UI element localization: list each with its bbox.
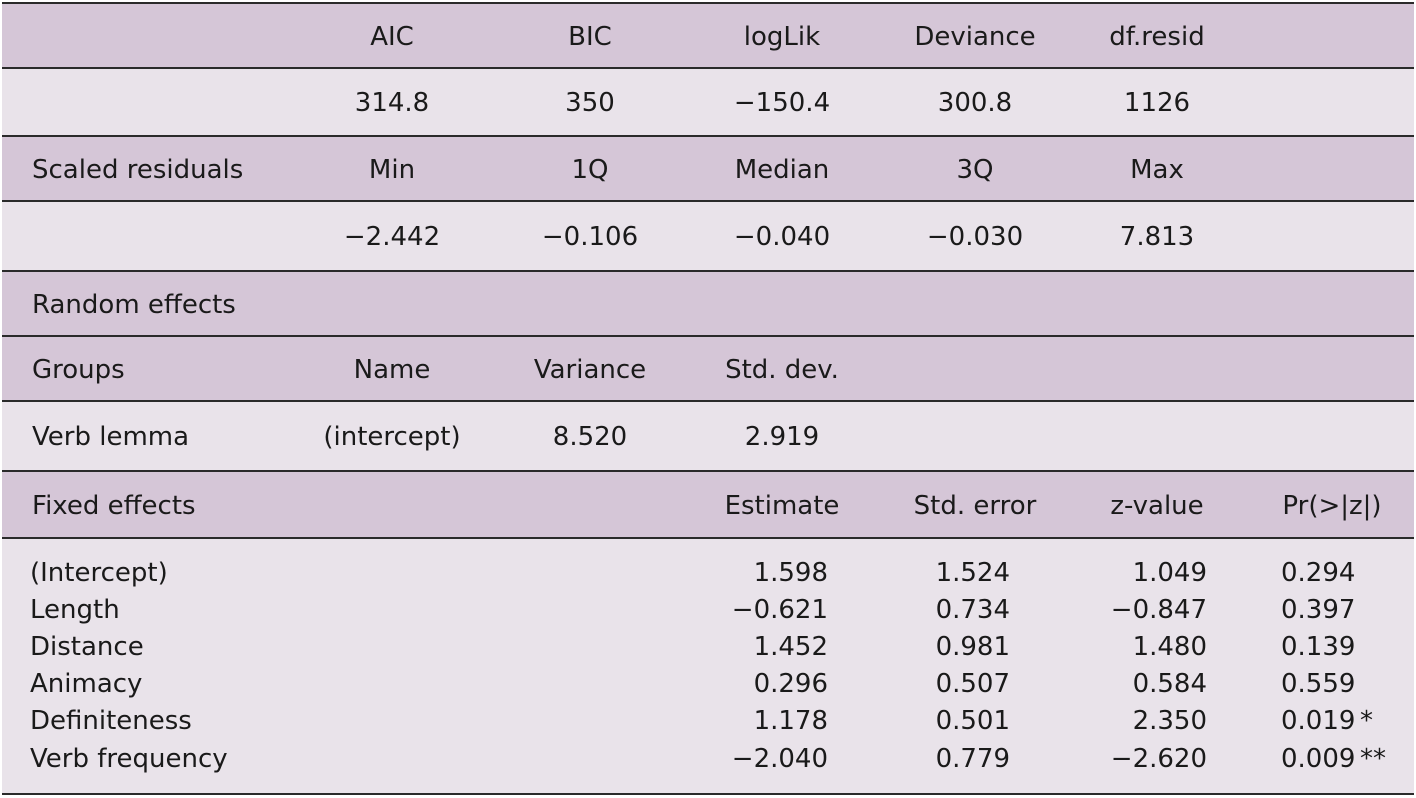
estimate-value: 1.178 <box>753 706 828 737</box>
term-label: (Intercept) <box>30 557 168 588</box>
residuals-values-row: −2.442 −0.106 −0.040 −0.030 7.813 <box>2 200 1414 272</box>
col-z-value: z-value <box>1110 490 1204 521</box>
col-1q: 1Q <box>571 154 609 185</box>
table-row: Length −0.621 0.734 −0.847 0.397 <box>2 591 1414 628</box>
bottom-rule <box>2 793 1414 795</box>
std-error-value: 0.779 <box>935 743 1010 774</box>
col-3q: 3Q <box>956 154 994 185</box>
std-error-value: 0.734 <box>935 594 1010 625</box>
term-label: Length <box>30 594 120 625</box>
value-variance: 8.520 <box>552 422 628 452</box>
random-effects-row: Verb lemma (intercept) 8.520 2.919 <box>2 400 1414 472</box>
col-median: Median <box>734 154 830 185</box>
value-df-resid: 1126 <box>1123 88 1191 118</box>
col-p-value: Pr(>|z|) <box>1282 490 1382 521</box>
residuals-label: Scaled residuals <box>32 154 244 185</box>
col-loglik: logLik <box>743 21 821 52</box>
col-std-dev: Std. dev. <box>725 354 839 385</box>
random-effects-section-row: Random effects <box>2 270 1414 337</box>
estimate-value: −2.040 <box>731 743 828 774</box>
col-aic: AIC <box>370 21 414 52</box>
std-error-value: 0.501 <box>935 706 1010 737</box>
col-max: Max <box>1130 154 1184 185</box>
p-value: 0.019 <box>1281 706 1356 737</box>
std-error-value: 0.507 <box>935 669 1010 700</box>
value-aic: 314.8 <box>354 88 430 118</box>
term-label: Animacy <box>30 669 143 700</box>
p-value: 0.397 <box>1281 594 1356 625</box>
fit-stats-header-row: AIC BIC logLik Deviance df.resid <box>2 2 1414 69</box>
estimate-value: 1.598 <box>753 557 828 588</box>
col-name: Name <box>353 354 431 385</box>
table-row: Verb frequency −2.040 0.779 −2.620 0.009 ** <box>2 740 1414 777</box>
std-error-value: 1.524 <box>935 557 1010 588</box>
table-row: Distance 1.452 0.981 1.480 0.139 <box>2 628 1414 665</box>
estimate-value: −0.621 <box>731 594 828 625</box>
p-value: 0.294 <box>1281 557 1356 588</box>
value-min: −2.442 <box>343 222 441 252</box>
z-value: 1.049 <box>1132 557 1207 588</box>
col-deviance: Deviance <box>914 21 1036 52</box>
std-error-value: 0.981 <box>935 631 1010 662</box>
z-value: −2.620 <box>1110 743 1207 774</box>
p-value: 0.559 <box>1281 669 1356 700</box>
value-bic: 350 <box>565 88 615 118</box>
table-row: Definiteness 1.178 0.501 2.350 0.019 * <box>2 703 1414 740</box>
z-value: −0.847 <box>1110 594 1207 625</box>
col-variance: Variance <box>533 354 647 385</box>
fixed-effects-label: Fixed effects <box>32 490 196 521</box>
term-label: Definiteness <box>30 706 192 737</box>
random-effects-header-row: Groups Name Variance Std. dev. <box>2 335 1414 402</box>
table-row: Animacy 0.296 0.507 0.584 0.559 <box>2 666 1414 703</box>
value-deviance: 300.8 <box>937 88 1013 118</box>
fixed-effects-header-row: Fixed effects Estimate Std. error z-valu… <box>2 470 1414 539</box>
estimate-value: 0.296 <box>753 669 828 700</box>
value-max: 7.813 <box>1119 222 1195 252</box>
term-label: Verb frequency <box>30 743 228 774</box>
value-std-dev: 2.919 <box>744 422 820 452</box>
z-value: 1.480 <box>1132 631 1207 662</box>
value-3q: −0.030 <box>926 222 1024 252</box>
group-verb-lemma: Verb lemma <box>32 422 190 452</box>
random-effects-label: Random effects <box>32 289 236 320</box>
term-label: Distance <box>30 631 144 662</box>
name-intercept: (intercept) <box>323 422 461 452</box>
col-df-resid: df.resid <box>1109 21 1205 52</box>
significance-stars: * <box>1360 706 1373 737</box>
col-groups: Groups <box>32 354 125 385</box>
fit-stats-values-row: 314.8 350 −150.4 300.8 1126 <box>2 67 1414 137</box>
col-bic: BIC <box>568 21 612 52</box>
value-median: −0.040 <box>733 222 831 252</box>
table-row: (Intercept) 1.598 1.524 1.049 0.294 <box>2 554 1414 591</box>
col-min: Min <box>368 154 416 185</box>
fixed-effects-body: (Intercept) 1.598 1.524 1.049 0.294 Length −0.… <box>2 537 1414 793</box>
p-value: 0.139 <box>1281 631 1356 662</box>
z-value: 2.350 <box>1132 706 1207 737</box>
value-1q: −0.106 <box>541 222 639 252</box>
col-std-error: Std. error <box>913 490 1037 521</box>
residuals-header-row: Scaled residuals Min 1Q Median 3Q Max <box>2 135 1414 202</box>
significance-stars: ** <box>1360 743 1386 774</box>
estimate-value: 1.452 <box>753 631 828 662</box>
p-value: 0.009 <box>1281 743 1356 774</box>
z-value: 0.584 <box>1132 669 1207 700</box>
value-loglik: −150.4 <box>733 88 831 118</box>
col-estimate: Estimate <box>724 490 840 521</box>
